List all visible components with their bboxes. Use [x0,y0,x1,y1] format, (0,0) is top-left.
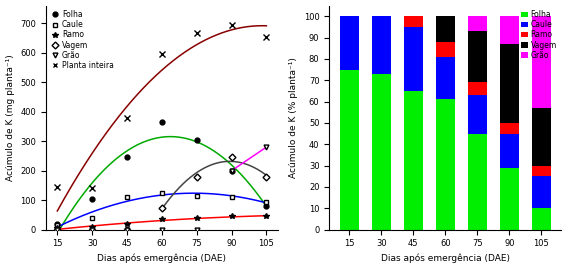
Bar [468,95,487,134]
Y-axis label: Acúmulo de K (mg planta⁻¹): Acúmulo de K (mg planta⁻¹) [6,54,15,181]
Bar [532,176,551,208]
Bar [404,16,423,27]
Bar [372,74,391,230]
Bar [500,168,519,230]
Legend: Folha, Caule, Ramo, Vagem, Grão, Planta inteira: Folha, Caule, Ramo, Vagem, Grão, Planta … [47,7,117,73]
Bar [500,123,519,134]
Bar [372,16,391,74]
Bar [468,134,487,230]
Bar [500,44,519,123]
Bar [532,166,551,176]
Bar [532,16,551,108]
Bar [532,208,551,230]
X-axis label: Dias após emergência (DAE): Dias após emergência (DAE) [381,254,510,263]
Bar [435,100,455,230]
Bar [404,91,423,230]
Bar [500,16,519,44]
Y-axis label: Acúmulo de K (% planta⁻¹): Acúmulo de K (% planta⁻¹) [289,57,298,178]
Bar [404,27,423,91]
Bar [468,82,487,95]
Bar [468,31,487,82]
Bar [340,16,359,70]
Bar [500,134,519,168]
Bar [435,42,455,57]
Bar [468,16,487,31]
Bar [532,108,551,166]
Legend: Folha, Caule, Ramo, Vagem, Grão: Folha, Caule, Ramo, Vagem, Grão [518,7,560,63]
Bar [435,57,455,100]
Bar [340,70,359,230]
Bar [435,16,455,42]
X-axis label: Dias após emergência (DAE): Dias após emergência (DAE) [98,254,226,263]
